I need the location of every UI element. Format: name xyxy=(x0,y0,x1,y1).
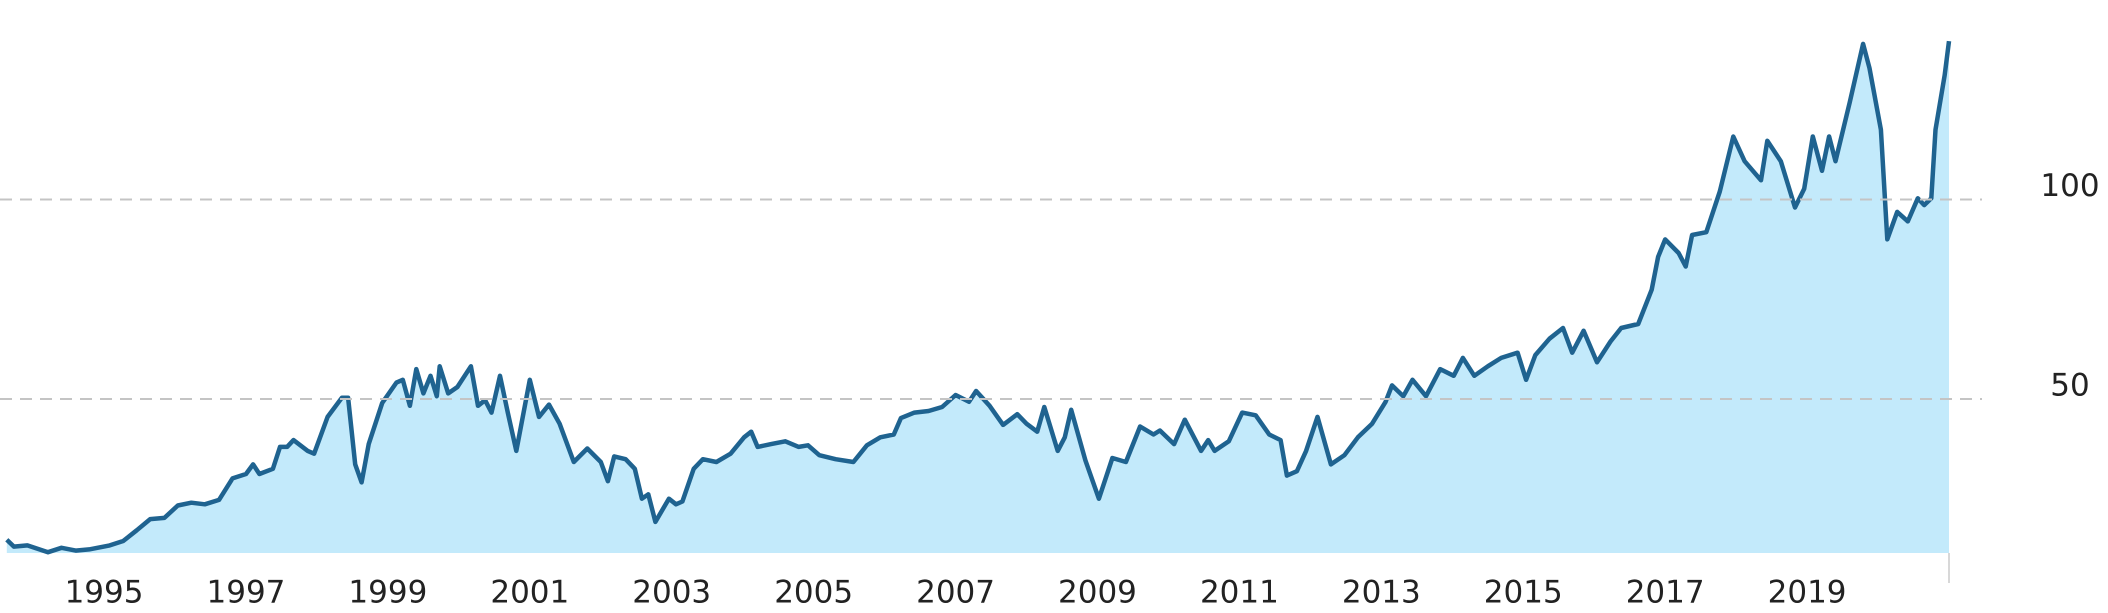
x-tick-label: 2019 xyxy=(1768,575,1847,611)
y-tick-label: 50 xyxy=(2050,367,2089,403)
x-tick-label: 2013 xyxy=(1342,575,1421,611)
x-tick-label: 2009 xyxy=(1058,575,1137,611)
x-tick-label: 1997 xyxy=(207,575,286,611)
area-fill xyxy=(6,41,1949,553)
x-tick-label: 2007 xyxy=(916,575,995,611)
x-tick-label: 2001 xyxy=(490,575,569,611)
x-tick-label: 2011 xyxy=(1200,575,1279,611)
x-tick-label: 2005 xyxy=(774,575,853,611)
x-tick-label: 1999 xyxy=(348,575,427,611)
area-line xyxy=(5,40,1952,555)
x-tick-label: 2015 xyxy=(1484,575,1563,611)
y-tick-label: 100 xyxy=(2040,168,2099,204)
x-tick-label: 2003 xyxy=(632,575,711,611)
x-tick-label: 2017 xyxy=(1626,575,1705,611)
x-tick-label: 1995 xyxy=(65,575,144,611)
